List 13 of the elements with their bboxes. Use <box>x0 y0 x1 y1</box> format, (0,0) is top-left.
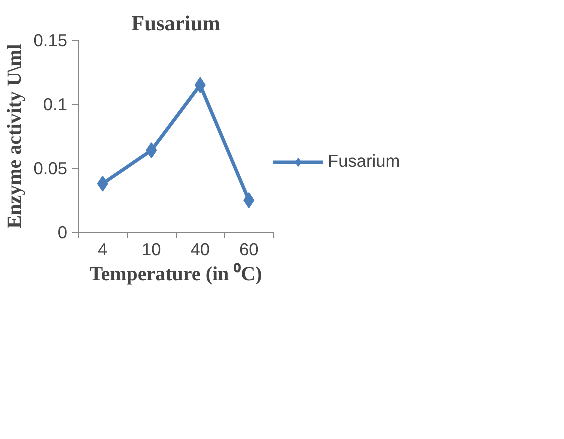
y-axis-title: Enzyme activity U\ml <box>4 44 26 229</box>
x-tick-label: 60 <box>239 240 259 260</box>
x-tick-label: 10 <box>142 240 162 260</box>
x-tick-label: 40 <box>190 240 210 260</box>
legend-label: Fusarium <box>328 151 400 172</box>
y-tick-label: 0.1 <box>43 94 68 114</box>
y-tick-label: 0.15 <box>34 30 68 50</box>
point <box>244 192 255 208</box>
x-axis-title: Temperature (in ⁰C) <box>90 262 262 286</box>
x-tick-label: 4 <box>98 240 108 260</box>
chart-title: Fusarium <box>132 12 221 36</box>
y-tick-label: 0 <box>58 222 68 242</box>
y-tick-label: 0.05 <box>34 158 68 178</box>
